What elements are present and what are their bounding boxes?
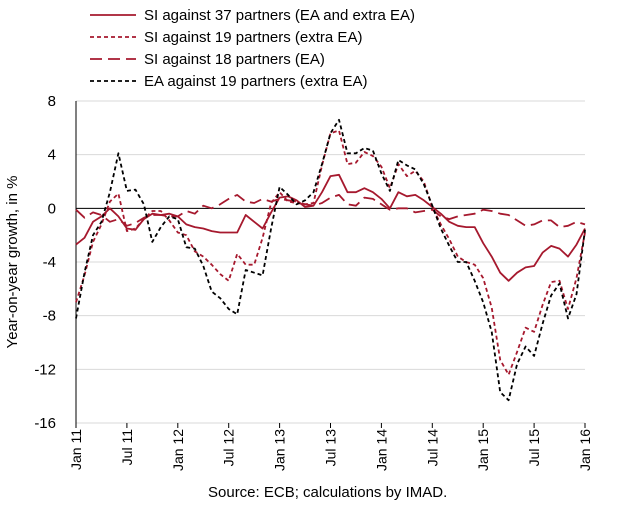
y-tick-label: 8 [48,93,56,110]
x-tick-label: Jul 15 [526,429,542,467]
series-line [75,193,586,229]
axes [75,101,586,428]
x-tick-label: Jul 14 [424,429,440,467]
x-tick-label: Jul 13 [323,429,339,467]
series-line [75,173,586,282]
x-tick-label: Jan 13 [272,429,288,471]
y-tick-labels: 8 4 0 -4 -8 -12 -16 [34,93,56,432]
x-tick-label: Jan 15 [475,429,491,471]
x-tick-label: Jan 12 [170,429,186,471]
y-tick-label: -12 [34,361,56,378]
y-tick-label: -8 [43,308,56,325]
x-tick-labels: Jan 11 Jul 11 Jan 12 Jul 12 Jan 13 Jul 13 Jan … [68,429,593,471]
x-tick-label: Jan 14 [373,429,389,471]
y-tick-label: 4 [48,147,56,164]
series-line [75,118,586,402]
y-axis-label: Year-on-year growth, in % [4,176,21,349]
series-line [75,129,586,376]
legend-label: SI against 18 partners (EA) [144,51,325,68]
source-note: Source: ECB; calculations by IMAD. [208,484,448,501]
x-tick-label: Jul 12 [221,429,237,467]
x-tick-label: Jan 16 [577,429,593,471]
y-tick-label: -4 [43,254,56,271]
legend-label: SI against 19 partners (extra EA) [144,29,362,46]
legend-label: EA against 19 partners (extra EA) [144,73,367,90]
series-lines [75,118,586,402]
gridlines [76,100,585,424]
y-tick-label: -16 [34,415,56,432]
legend-label: SI against 37 partners (EA and extra EA) [144,7,415,24]
x-tick-label: Jul 11 [119,429,135,466]
legend: SI against 37 partners (EA and extra EA)… [90,7,415,90]
y-tick-label: 0 [48,200,56,217]
x-tick-label: Jan 11 [68,429,84,470]
